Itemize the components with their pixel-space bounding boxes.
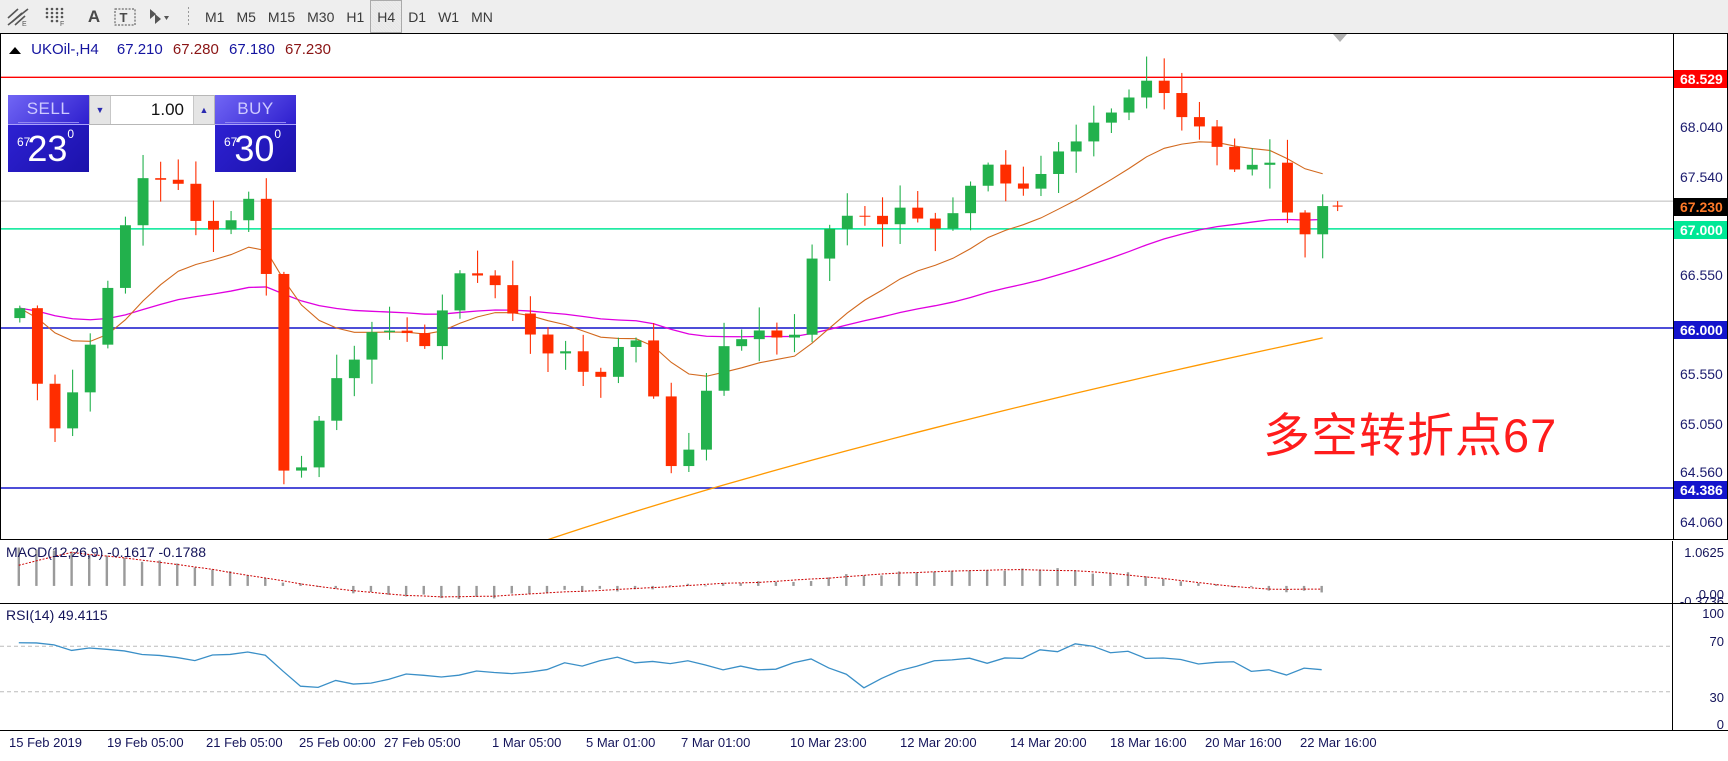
svg-text:F: F bbox=[60, 21, 64, 27]
svg-text:E: E bbox=[22, 21, 27, 27]
svg-text:T: T bbox=[120, 10, 128, 25]
